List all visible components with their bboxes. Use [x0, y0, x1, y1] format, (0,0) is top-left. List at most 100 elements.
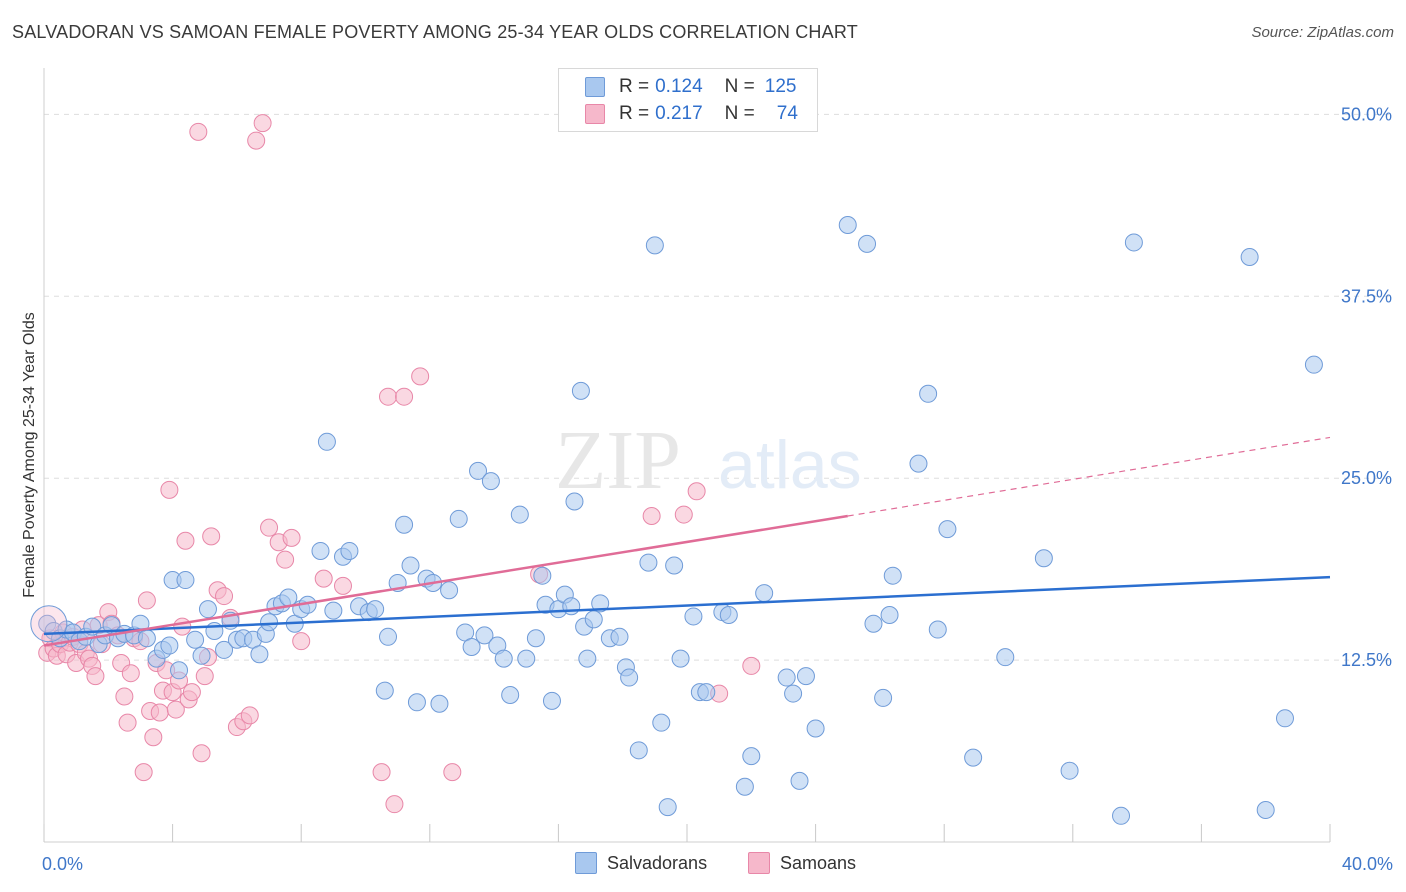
salvadorans-point [533, 566, 552, 585]
salvadorans-point [909, 454, 928, 473]
samoans-point [166, 700, 185, 719]
salvadorans-point [1060, 761, 1079, 780]
x-tick-label-max: 40.0% [1342, 854, 1393, 874]
legend-label-salvadorans: Salvadorans [607, 852, 708, 873]
salvadorans-point [620, 668, 639, 687]
legend-row-samoans: R = 0.217 N = 74 [585, 102, 798, 126]
samoans-point [253, 114, 272, 133]
salvadorans-point [1112, 806, 1131, 825]
salvadorans-point [565, 492, 584, 511]
series-legend: Salvadorans Samoans [0, 852, 1406, 878]
salvadorans-point [874, 688, 893, 707]
pink-swatch [585, 104, 605, 124]
salvadorans-point [790, 771, 809, 790]
salvadorans-point [578, 649, 597, 668]
salvadorans-point [481, 472, 500, 491]
salvadorans-point [1256, 800, 1275, 819]
samoans-point [379, 387, 398, 406]
samoans-point [240, 706, 259, 725]
salvadorans-point [883, 566, 902, 585]
y-tick-label: 37.5% [1341, 286, 1392, 306]
salvadorans-points [30, 215, 1323, 825]
samoans-point [115, 687, 134, 706]
pink-swatch [748, 852, 770, 874]
salvadorans-point [858, 234, 877, 253]
salvadorans-point [665, 556, 684, 575]
x-tick-label-min: 0.0% [42, 854, 83, 874]
salvadorans-point [697, 683, 716, 702]
samoans-point [215, 587, 234, 606]
samoans-trend-extension [847, 436, 1331, 517]
salvadorans-point [610, 627, 629, 646]
salvadorans-point [919, 384, 938, 403]
samoans-point [314, 569, 333, 588]
salvadorans-point [562, 597, 581, 616]
salvadorans-point [192, 646, 211, 665]
blue-swatch [575, 852, 597, 874]
samoans-point [674, 505, 693, 524]
legend-item-samoans[interactable]: Samoans [748, 852, 856, 874]
samoans-point [687, 482, 706, 501]
samoans-point [176, 531, 195, 550]
salvadorans-point [526, 629, 545, 648]
salvadorans-point [501, 686, 520, 705]
salvadorans-point [571, 381, 590, 400]
salvadorans-point [880, 605, 899, 624]
y-tick-label: 12.5% [1341, 650, 1392, 670]
salvadorans-point [395, 515, 414, 534]
salvadorans-trend-line [43, 575, 1331, 636]
samoans-trend-line [43, 514, 848, 647]
salvadorans-point [401, 556, 420, 575]
salvadorans-point [796, 667, 815, 686]
salvadorans-point [494, 649, 513, 668]
salvadorans-point [407, 693, 426, 712]
salvadorans-point [137, 629, 156, 648]
salvadorans-point [806, 719, 825, 738]
axes [43, 68, 1331, 843]
salvadorans-point [652, 713, 671, 732]
salvadorans-point [215, 640, 234, 659]
salvadorans-point [366, 600, 385, 619]
x-tick-labels: 0.0% 40.0% [42, 854, 1393, 874]
samoans-point [385, 795, 404, 814]
salvadorans-point [449, 509, 468, 528]
legend-row-salvadorans: R = 0.124 N = 125 [585, 75, 796, 99]
samoans-point [395, 387, 414, 406]
salvadorans-point [938, 520, 957, 539]
watermark-zip: ZIP [555, 414, 681, 507]
salvadorans-point [510, 505, 529, 524]
salvadorans-point [440, 581, 459, 600]
samoans-point [202, 527, 221, 546]
salvadorans-point [584, 610, 603, 629]
samoans-point [195, 667, 214, 686]
grid-lines [44, 113, 1392, 661]
legend-item-salvadorans[interactable]: Salvadorans [575, 852, 707, 874]
salvadorans-point [250, 645, 269, 664]
salvadorans-point [542, 691, 561, 710]
salvadorans-point [928, 620, 947, 639]
salvadorans-point [176, 571, 195, 590]
salvadorans-point [317, 432, 336, 451]
correlation-legend: R = 0.124 N = 125 R = 0.217 N = 74 [558, 68, 818, 132]
salvadorans-point [311, 541, 330, 560]
salvadorans-point [629, 741, 648, 760]
samoans-point [282, 528, 301, 547]
samoans-point [137, 591, 156, 610]
n-label: N = [724, 103, 755, 124]
salvadorans-point [658, 798, 677, 817]
n-value: 74 [776, 103, 798, 124]
blue-swatch [585, 77, 605, 97]
salvadorans-point [379, 627, 398, 646]
samoans-point [86, 667, 105, 686]
watermark: ZIP atlas [555, 414, 862, 507]
salvadorans-point [735, 777, 754, 796]
salvadorans-point [639, 553, 658, 572]
salvadorans-point [755, 584, 774, 603]
salvadorans-point [1304, 355, 1323, 374]
source-label: Source: ZipAtlas.com [1251, 24, 1394, 41]
r-label: R = [619, 103, 650, 124]
salvadorans-point [1034, 549, 1053, 568]
samoans-point [189, 122, 208, 141]
samoans-point [247, 131, 266, 150]
salvadorans-point [469, 461, 488, 480]
